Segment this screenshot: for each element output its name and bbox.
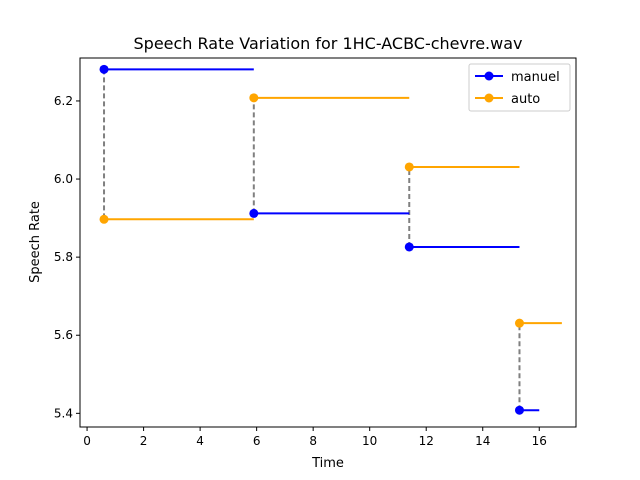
legend-marker-auto <box>484 93 494 103</box>
series-auto-point <box>404 162 414 172</box>
series-manuel-point <box>249 208 259 218</box>
x-tick-label: 14 <box>475 434 490 448</box>
chart-title: Speech Rate Variation for 1HC-ACBC-chevr… <box>134 34 523 53</box>
y-axis: 5.4 5.6 5.8 6.0 6.2 <box>54 94 80 420</box>
x-tick-label: 8 <box>309 434 317 448</box>
y-tick-label: 5.8 <box>54 250 73 264</box>
y-tick-label: 6.2 <box>54 94 73 108</box>
legend-label-auto: auto <box>511 92 540 107</box>
series-manuel-point <box>99 64 109 74</box>
y-tick-label: 6.0 <box>54 172 73 186</box>
x-tick-label: 10 <box>362 434 377 448</box>
x-tick-label: 12 <box>419 434 434 448</box>
x-tick-label: 4 <box>196 434 204 448</box>
y-tick-label: 5.4 <box>54 406 73 420</box>
series-auto-point <box>99 214 109 224</box>
y-tick-label: 5.6 <box>54 328 73 342</box>
legend-label-manuel: manuel <box>511 70 560 85</box>
x-axis-label: Time <box>311 456 344 471</box>
plot-content <box>99 64 562 415</box>
x-axis: 0 2 4 6 8 10 12 14 16 <box>83 427 547 448</box>
x-tick-label: 16 <box>532 434 547 448</box>
series-manuel-point <box>514 405 524 415</box>
series-manuel-point <box>404 242 414 252</box>
x-tick-label: 2 <box>140 434 148 448</box>
series-auto-point <box>249 93 259 103</box>
series-auto-point <box>514 318 524 328</box>
plot-frame <box>79 57 577 428</box>
legend-marker-manuel <box>484 71 494 81</box>
y-axis-label: Speech Rate <box>28 201 43 283</box>
x-tick-label: 6 <box>253 434 261 448</box>
x-tick-label: 0 <box>83 434 91 448</box>
legend: manuel auto <box>468 63 571 112</box>
